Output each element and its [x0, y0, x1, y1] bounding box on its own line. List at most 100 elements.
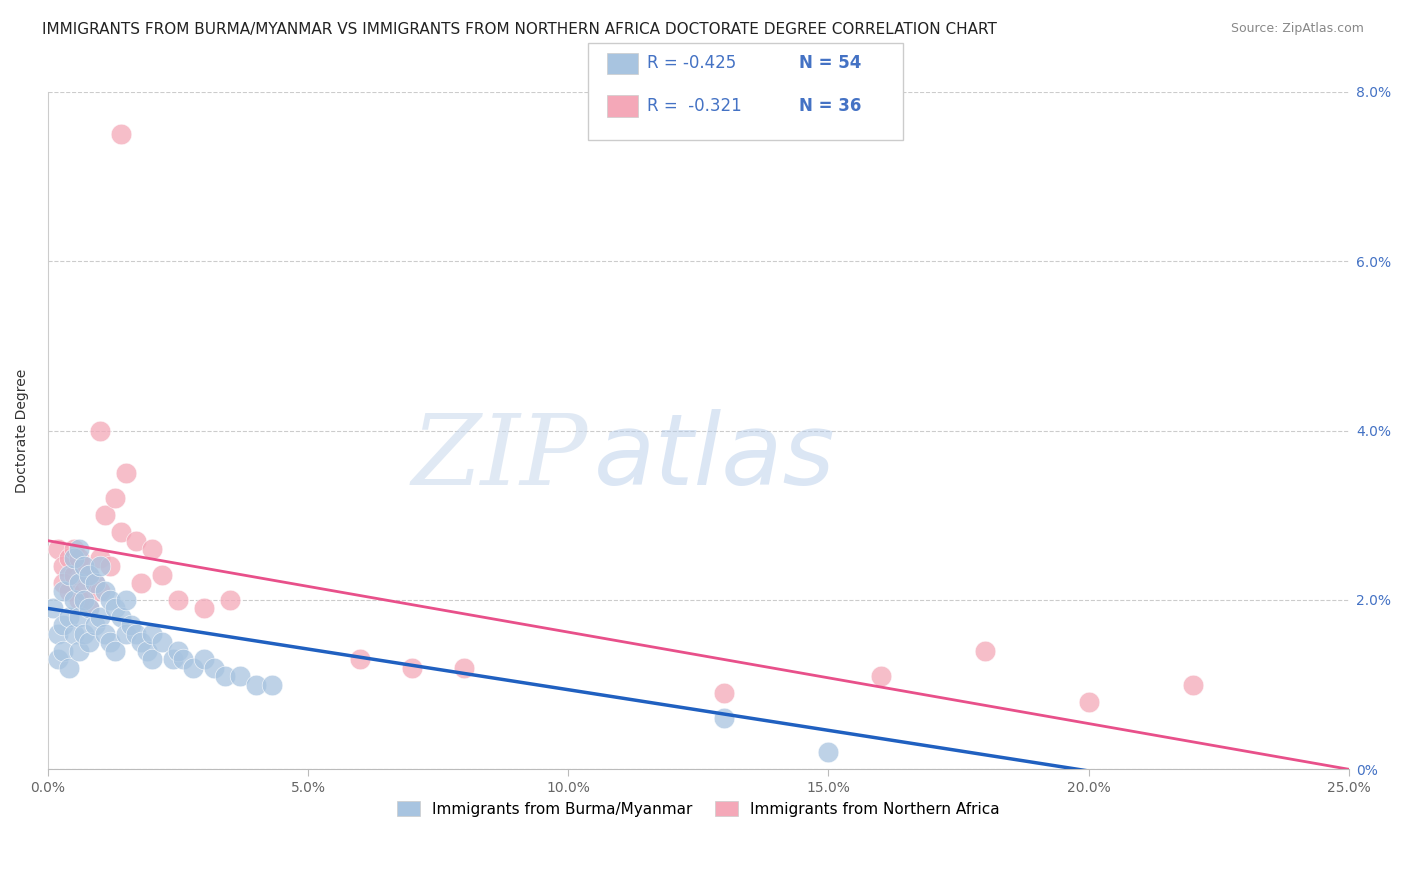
Point	[150, 635, 173, 649]
Point	[131, 576, 153, 591]
Point	[713, 686, 735, 700]
Point	[62, 542, 84, 557]
Point	[83, 576, 105, 591]
Point	[67, 576, 90, 591]
Point	[79, 567, 101, 582]
Point	[219, 593, 242, 607]
Point	[58, 584, 80, 599]
Legend: Immigrants from Burma/Myanmar, Immigrants from Northern Africa: Immigrants from Burma/Myanmar, Immigrant…	[391, 795, 1007, 822]
Point	[94, 627, 117, 641]
Point	[94, 584, 117, 599]
Point	[73, 584, 96, 599]
Point	[141, 627, 163, 641]
Point	[67, 550, 90, 565]
Point	[98, 593, 121, 607]
Point	[110, 610, 132, 624]
Point	[62, 593, 84, 607]
Point	[79, 601, 101, 615]
Point	[62, 567, 84, 582]
Point	[1077, 695, 1099, 709]
Point	[52, 618, 75, 632]
Text: atlas: atlas	[595, 409, 837, 506]
Point	[135, 644, 157, 658]
Point	[114, 627, 136, 641]
Point	[229, 669, 252, 683]
Point	[98, 635, 121, 649]
Text: ZIP: ZIP	[412, 410, 588, 506]
Point	[453, 661, 475, 675]
Point	[67, 610, 90, 624]
Point	[125, 627, 148, 641]
Point	[52, 576, 75, 591]
Point	[52, 559, 75, 574]
Point	[89, 550, 111, 565]
Point	[73, 627, 96, 641]
Text: R = -0.425: R = -0.425	[647, 54, 735, 72]
Point	[193, 601, 215, 615]
Y-axis label: Doctorate Degree: Doctorate Degree	[15, 368, 30, 492]
Point	[114, 593, 136, 607]
Point	[104, 644, 127, 658]
Point	[73, 559, 96, 574]
Point	[114, 466, 136, 480]
Point	[62, 550, 84, 565]
Point	[46, 627, 69, 641]
Point	[110, 127, 132, 141]
Point	[62, 627, 84, 641]
Point	[713, 711, 735, 725]
Point	[349, 652, 371, 666]
Point	[79, 567, 101, 582]
Point	[141, 652, 163, 666]
Point	[67, 542, 90, 557]
Point	[260, 678, 283, 692]
Point	[162, 652, 184, 666]
Point	[73, 593, 96, 607]
Point	[141, 542, 163, 557]
Point	[245, 678, 267, 692]
Point	[58, 550, 80, 565]
Text: N = 54: N = 54	[799, 54, 860, 72]
Point	[83, 618, 105, 632]
Point	[120, 618, 142, 632]
Point	[183, 661, 205, 675]
Point	[110, 525, 132, 540]
Point	[89, 610, 111, 624]
Point	[52, 644, 75, 658]
Point	[104, 601, 127, 615]
Point	[58, 610, 80, 624]
Point	[73, 559, 96, 574]
Point	[79, 601, 101, 615]
Text: N = 36: N = 36	[799, 97, 860, 115]
Point	[52, 584, 75, 599]
Point	[817, 745, 839, 759]
Point	[193, 652, 215, 666]
Point	[167, 593, 190, 607]
Point	[67, 644, 90, 658]
Point	[150, 567, 173, 582]
Point	[167, 644, 190, 658]
Text: R =  -0.321: R = -0.321	[647, 97, 741, 115]
Point	[94, 508, 117, 523]
Point	[869, 669, 891, 683]
Point	[172, 652, 194, 666]
Point	[89, 559, 111, 574]
Text: IMMIGRANTS FROM BURMA/MYANMAR VS IMMIGRANTS FROM NORTHERN AFRICA DOCTORATE DEGRE: IMMIGRANTS FROM BURMA/MYANMAR VS IMMIGRA…	[42, 22, 997, 37]
Point	[46, 652, 69, 666]
Point	[89, 584, 111, 599]
Point	[214, 669, 236, 683]
Point	[58, 567, 80, 582]
Point	[42, 601, 65, 615]
Point	[79, 635, 101, 649]
Point	[67, 593, 90, 607]
Point	[83, 576, 105, 591]
Point	[104, 491, 127, 506]
Point	[1181, 678, 1204, 692]
Point	[131, 635, 153, 649]
Point	[973, 644, 995, 658]
Point	[98, 559, 121, 574]
Point	[89, 424, 111, 438]
Text: Source: ZipAtlas.com: Source: ZipAtlas.com	[1230, 22, 1364, 36]
Point	[58, 661, 80, 675]
Point	[46, 542, 69, 557]
Point	[202, 661, 225, 675]
